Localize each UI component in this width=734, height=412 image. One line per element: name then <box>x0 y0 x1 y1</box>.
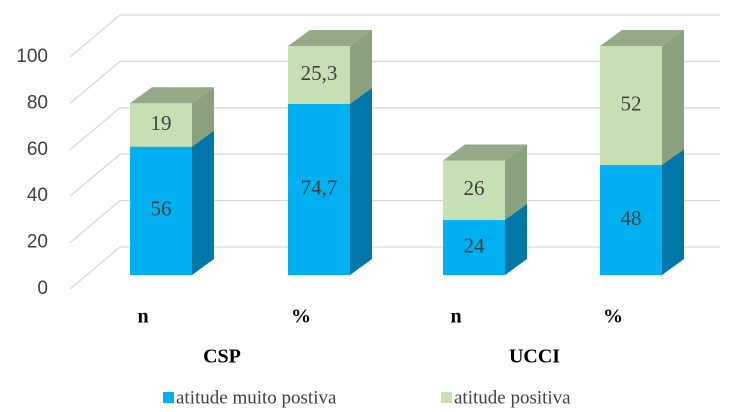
bar-side <box>350 30 372 104</box>
bar-side <box>662 30 684 166</box>
bar-top <box>600 30 684 46</box>
legend-swatch <box>441 392 452 403</box>
bar-front <box>288 46 350 104</box>
x-tick-label: n <box>137 306 148 328</box>
legend-swatch <box>163 392 174 403</box>
bar-top <box>288 30 372 46</box>
bar-front <box>288 103 350 275</box>
group-label: CSP <box>203 346 241 368</box>
data-label: 19 <box>151 111 172 135</box>
bar-front <box>443 160 505 221</box>
grid-line <box>69 107 720 151</box>
bar-side <box>505 204 527 275</box>
y-tick-label: 100 <box>16 46 48 67</box>
bar-front <box>443 220 505 275</box>
bar-front <box>130 103 192 147</box>
data-label: 74,7 <box>301 175 338 199</box>
y-tick-label: 20 <box>27 232 48 253</box>
legend-label: atitude positiva <box>454 387 571 408</box>
bar-side <box>662 149 684 275</box>
bar-front <box>600 46 662 166</box>
legend-label: atitude muito postiva <box>176 387 337 408</box>
grid-line <box>69 60 720 104</box>
bar-side <box>192 130 214 275</box>
data-label: 52 <box>621 91 642 115</box>
bar-side <box>192 87 214 147</box>
x-tick-label: % <box>291 306 311 328</box>
y-tick-label: 60 <box>27 139 48 160</box>
y-tick-label: 80 <box>27 92 48 113</box>
bar-side <box>350 87 372 275</box>
bar-front <box>600 165 662 275</box>
x-tick-label: % <box>603 306 623 328</box>
data-label: 24 <box>464 233 486 257</box>
bar-top <box>130 87 214 104</box>
y-tick-label: 0 <box>37 278 48 299</box>
bar-top <box>443 144 527 161</box>
grid-line <box>69 14 720 58</box>
data-label: 56 <box>151 197 172 221</box>
x-tick-label: n <box>450 306 461 328</box>
data-label: 48 <box>621 206 642 230</box>
data-label: 25,3 <box>301 61 338 85</box>
bar-side <box>505 144 527 221</box>
group-label: UCCI <box>509 346 560 368</box>
data-label: 26 <box>464 176 485 200</box>
bar-front <box>130 146 192 275</box>
y-tick-label: 40 <box>27 185 48 206</box>
